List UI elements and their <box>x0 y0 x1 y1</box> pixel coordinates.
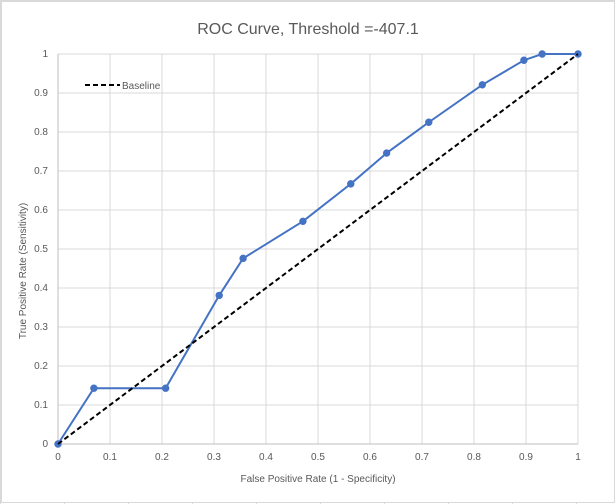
x-tick-label: 0 <box>55 452 61 463</box>
roc-data-point[interactable] <box>239 254 247 263</box>
axes: 0 0.1 0.2 0.3 0.4 0.5 0.6 0.7 0.8 0.9 1 0 0.1 0.2 0.3 0… <box>34 49 581 463</box>
y-tick-label: 0.7 <box>34 166 48 177</box>
roc-data-point[interactable] <box>299 217 307 226</box>
y-tick-label: 0 <box>42 439 48 450</box>
roc-data-point[interactable] <box>538 50 546 58</box>
x-axis-title: False Positive Rate (1 - Specificity) <box>240 474 395 485</box>
baseline-series-line <box>57 53 579 445</box>
y-tick-label: 0.1 <box>34 400 48 411</box>
y-tick-label: 0.9 <box>34 88 48 99</box>
series <box>54 50 582 448</box>
x-tick-label: 0.9 <box>519 452 533 463</box>
roc-data-point[interactable] <box>215 291 223 300</box>
chart-title: ROC Curve, Threshold =-407.1 <box>197 21 419 38</box>
x-tick-label: 0.8 <box>467 452 481 463</box>
y-tick-label: 0.8 <box>34 127 48 138</box>
x-tick-label: 0.5 <box>311 452 325 463</box>
legend: Baseline <box>85 81 161 92</box>
x-tick-label: 0.2 <box>155 452 169 463</box>
x-tick-label: 1 <box>575 452 581 463</box>
x-tick-label: 0.7 <box>415 452 429 463</box>
x-tick-label: 0.6 <box>363 452 377 463</box>
roc-data-point[interactable] <box>347 180 355 188</box>
y-tick-label: 0.5 <box>34 244 48 255</box>
y-tick-label: 1 <box>42 49 48 60</box>
roc-data-point[interactable] <box>382 149 391 157</box>
legend-baseline-label: Baseline <box>122 81 161 92</box>
x-tick-label: 0.3 <box>207 452 221 463</box>
roc-data-point[interactable] <box>161 384 170 392</box>
y-axis-title: True Positive Rate (Sensitivity) <box>18 203 29 339</box>
roc-data-point[interactable] <box>478 81 487 89</box>
roc-data-point[interactable] <box>90 384 98 392</box>
y-tick-label: 0.2 <box>34 361 48 372</box>
roc-data-point[interactable] <box>425 118 433 126</box>
x-tick-label: 0.4 <box>259 452 273 463</box>
y-tick-label: 0.6 <box>34 205 48 216</box>
y-tick-label: 0.3 <box>34 322 48 333</box>
y-tick-label: 0.4 <box>34 283 48 294</box>
roc-data-point[interactable] <box>520 56 528 64</box>
x-tick-label: 0.1 <box>103 452 117 463</box>
